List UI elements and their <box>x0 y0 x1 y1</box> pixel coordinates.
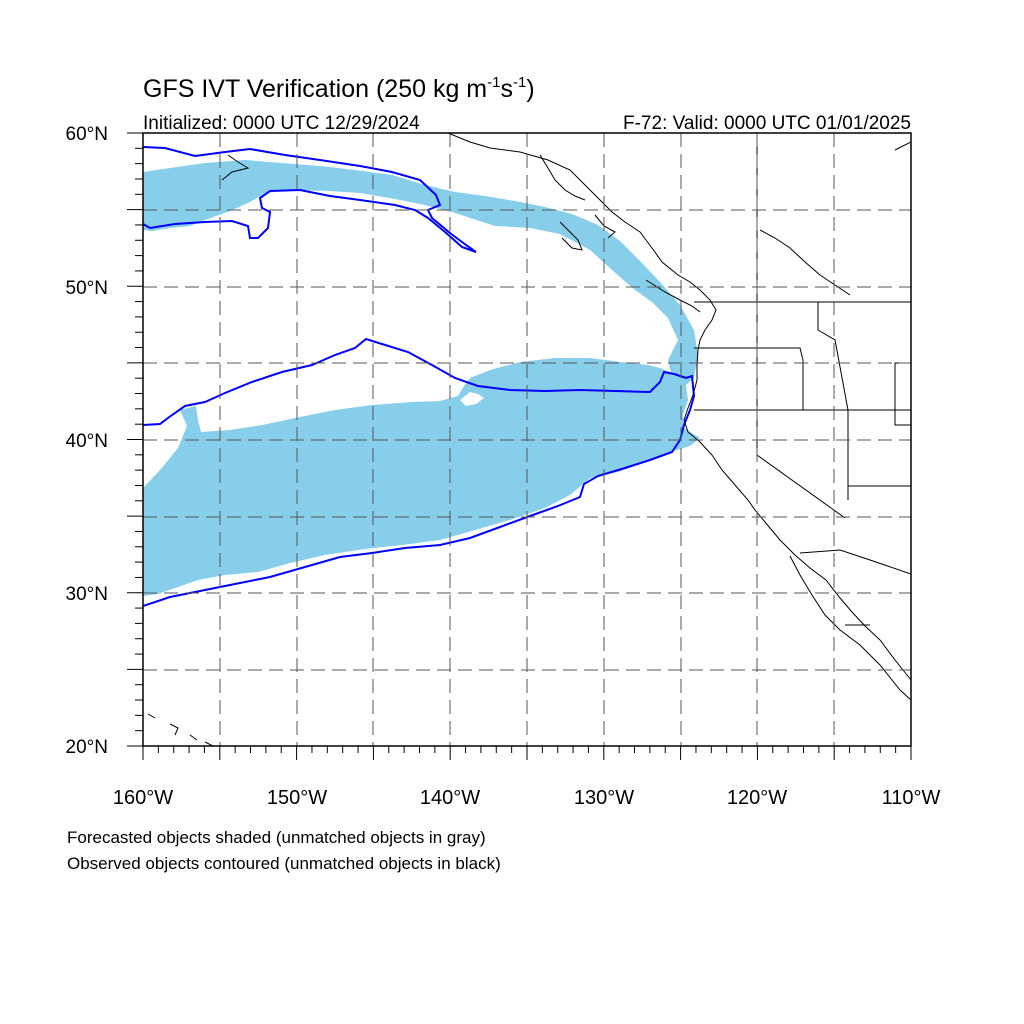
lat-label-60n: 60°N <box>66 124 108 145</box>
axis-ticks <box>127 132 912 760</box>
observed-object-central <box>143 337 696 607</box>
lon-label-130w: 130°W <box>574 787 634 809</box>
lon-label-110w: 110°W <box>882 787 941 809</box>
lon-label-160w: 160°W <box>113 787 173 809</box>
valid-time-label: F-72: Valid: 0000 UTC 01/01/2025 <box>623 113 911 134</box>
graticule <box>143 133 911 746</box>
lat-label-50n: 50°N <box>66 278 108 299</box>
forecast-object-north <box>143 160 698 385</box>
state-borders <box>694 133 911 626</box>
lat-label-20n: 20°N <box>66 737 108 758</box>
forecast-gap <box>460 392 484 406</box>
observed-object-north <box>143 146 477 253</box>
forecast-object-central <box>143 358 700 596</box>
lat-label-30n: 30°N <box>66 584 108 605</box>
plot-area <box>143 133 911 746</box>
init-time-label: Initialized: 0000 UTC 12/29/2024 <box>143 113 420 134</box>
lon-labels: 160°W 150°W 140°W 130°W 120°W 110°W <box>113 787 941 809</box>
forecast-object-north-inlet <box>262 200 330 213</box>
legend-forecast-note: Forecasted objects shaded (unmatched obj… <box>67 828 486 847</box>
figure-title: GFS IVT Verification (250 kg m-1s-1) <box>143 74 535 103</box>
lat-labels: 60°N 50°N 40°N 30°N 20°N <box>66 124 108 758</box>
lat-label-40n: 40°N <box>66 431 108 452</box>
lon-label-140w: 140°W <box>420 787 480 809</box>
lon-label-150w: 150°W <box>267 787 327 809</box>
lon-label-120w: 120°W <box>727 787 787 809</box>
legend-observed-note: Observed objects contoured (unmatched ob… <box>67 854 501 873</box>
